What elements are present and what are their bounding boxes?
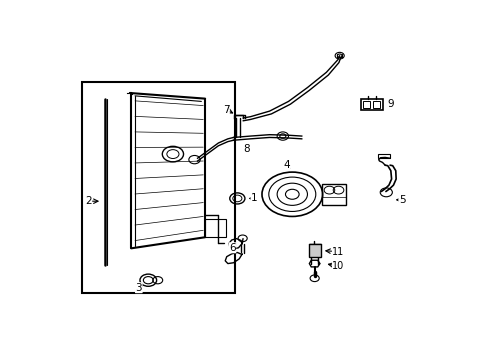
Text: 7: 7 <box>222 105 229 115</box>
Bar <box>205 219 225 237</box>
Bar <box>360 99 383 110</box>
Text: 10: 10 <box>332 261 344 271</box>
Bar <box>378 154 389 158</box>
Bar <box>362 101 369 108</box>
Text: 8: 8 <box>243 144 250 154</box>
Text: 5: 5 <box>398 195 405 205</box>
Text: 6: 6 <box>229 243 235 253</box>
Text: 9: 9 <box>386 99 393 109</box>
Bar <box>309 244 320 257</box>
Text: 11: 11 <box>332 247 344 257</box>
Bar <box>82 82 235 293</box>
Text: 4: 4 <box>283 160 289 170</box>
Bar <box>372 101 380 108</box>
Text: 1: 1 <box>250 193 257 203</box>
Bar <box>321 184 346 205</box>
Text: 3: 3 <box>135 283 142 293</box>
Text: 2: 2 <box>85 196 92 206</box>
